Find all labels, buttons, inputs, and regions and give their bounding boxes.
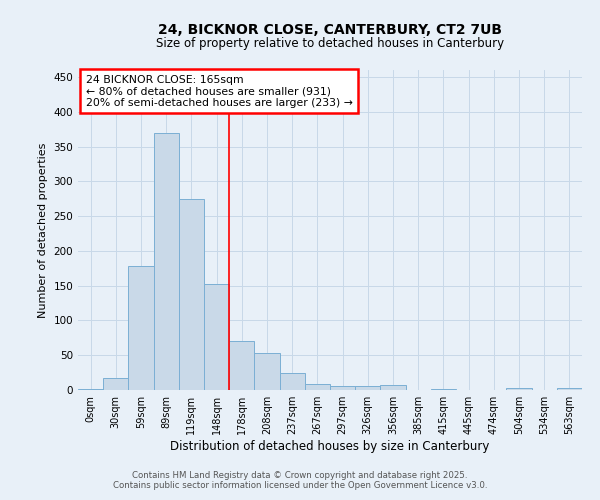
Bar <box>506 388 532 390</box>
Text: 24 BICKNOR CLOSE: 165sqm
← 80% of detached houses are smaller (931)
20% of semi-: 24 BICKNOR CLOSE: 165sqm ← 80% of detach… <box>86 75 352 108</box>
Bar <box>78 388 103 390</box>
Bar <box>305 384 330 390</box>
Bar <box>280 374 305 390</box>
Bar <box>355 386 380 390</box>
Bar <box>254 353 280 390</box>
Bar <box>128 266 154 390</box>
Text: Size of property relative to detached houses in Canterbury: Size of property relative to detached ho… <box>156 38 504 51</box>
Bar <box>103 378 128 390</box>
Text: Contains HM Land Registry data © Crown copyright and database right 2025.
Contai: Contains HM Land Registry data © Crown c… <box>113 470 487 490</box>
Y-axis label: Number of detached properties: Number of detached properties <box>38 142 48 318</box>
Bar <box>330 386 355 390</box>
Bar <box>229 342 254 390</box>
Text: 24, BICKNOR CLOSE, CANTERBURY, CT2 7UB: 24, BICKNOR CLOSE, CANTERBURY, CT2 7UB <box>158 22 502 36</box>
Bar <box>179 198 204 390</box>
Bar <box>557 388 582 390</box>
Bar <box>204 284 229 390</box>
Bar <box>380 385 406 390</box>
X-axis label: Distribution of detached houses by size in Canterbury: Distribution of detached houses by size … <box>170 440 490 453</box>
Bar <box>154 132 179 390</box>
